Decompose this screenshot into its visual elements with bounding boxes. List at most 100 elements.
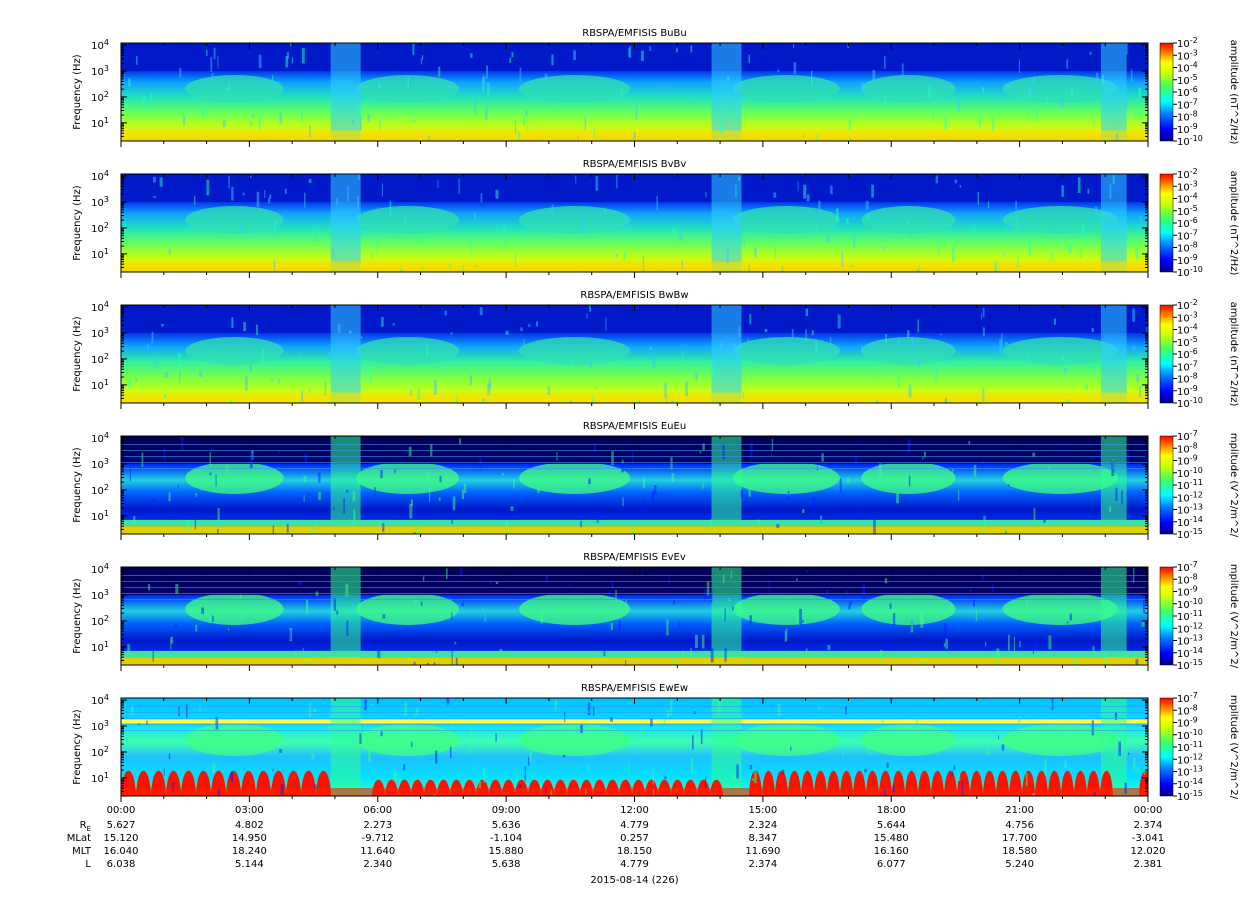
texture-streak (704, 589, 706, 601)
texture-streak (975, 609, 977, 621)
texture-streak (923, 662, 926, 665)
texture-streak (248, 175, 252, 178)
texture-streak (135, 378, 138, 382)
emission-region (1002, 75, 1119, 103)
texture-streak (844, 705, 847, 715)
ephemeris-value: 6.077 (877, 859, 906, 870)
x-tick-label: 09:00 (492, 805, 521, 816)
texture-streak (886, 762, 889, 768)
colorbar-tick-label: 10-13 (1177, 634, 1203, 648)
texture-streak (473, 212, 477, 220)
texture-streak (1139, 215, 1143, 226)
perigee-band (330, 698, 361, 796)
texture-streak (848, 604, 851, 610)
texture-streak (544, 786, 547, 793)
texture-streak (781, 266, 784, 272)
texture-streak (258, 54, 262, 69)
texture-streak (573, 50, 577, 61)
texture-streak (906, 220, 909, 224)
perigee-band (711, 305, 742, 403)
texture-streak (702, 482, 704, 489)
texture-streak (147, 344, 150, 349)
texture-streak (485, 107, 488, 121)
texture-streak (215, 716, 219, 730)
texture-streak (378, 82, 381, 90)
texture-streak (916, 716, 919, 724)
texture-streak (1063, 368, 1067, 373)
texture-streak (692, 98, 694, 107)
texture-streak (847, 44, 849, 49)
texture-streak (1101, 74, 1104, 84)
texture-streak (951, 246, 955, 262)
texture-streak (666, 396, 668, 403)
colorbar-tick-label: 10-6 (1177, 347, 1198, 361)
ephemeris-value: 8.347 (749, 833, 778, 844)
texture-streak (1130, 574, 1133, 583)
texture-streak (248, 627, 251, 631)
texture-streak (164, 372, 168, 379)
texture-streak (480, 193, 483, 203)
texture-streak (666, 619, 669, 636)
texture-streak (883, 246, 886, 251)
texture-streak (379, 119, 381, 131)
texture-streak (691, 735, 694, 750)
ephemeris-value: 5.644 (877, 820, 906, 831)
colorbar-tick-label: 10-7 (1177, 228, 1198, 242)
texture-streak (1048, 635, 1052, 650)
texture-streak (897, 338, 900, 347)
y-tick-label: 102 (91, 90, 109, 104)
texture-streak (569, 400, 573, 403)
texture-streak (881, 717, 884, 724)
texture-streak (1128, 752, 1130, 755)
texture-streak (550, 789, 552, 796)
texture-streak (1051, 252, 1053, 261)
texture-streak (706, 581, 710, 596)
panel-title: RBSPA/EMFISIS BvBv (583, 159, 687, 170)
texture-streak (258, 113, 261, 130)
texture-streak (923, 451, 926, 458)
ephemeris-label: MLat (67, 833, 91, 844)
interference-line (121, 593, 1148, 594)
emission-region (732, 461, 840, 494)
texture-streak (178, 353, 181, 366)
texture-streak (318, 491, 321, 500)
texture-streak (369, 368, 372, 384)
perigee-band (711, 436, 742, 534)
texture-streak (1092, 645, 1095, 651)
texture-streak (377, 648, 381, 659)
texture-streak (973, 464, 977, 477)
emission-region (185, 723, 284, 756)
texture-streak (663, 84, 665, 99)
texture-streak (345, 583, 349, 597)
ephemeris-value: 4.756 (1005, 820, 1034, 831)
texture-streak (337, 324, 341, 334)
texture-streak (999, 225, 1002, 231)
texture-streak (219, 632, 222, 643)
texture-streak (505, 330, 509, 335)
texture-streak (309, 125, 311, 138)
texture-streak (848, 118, 852, 131)
texture-streak (303, 475, 307, 483)
texture-streak (806, 194, 810, 202)
texture-streak (879, 463, 882, 479)
texture-streak (1138, 87, 1142, 98)
texture-streak (1069, 613, 1072, 621)
spectrogram-panel: RBSPA/EMFISIS EuEu Frequency (Hz) 101 102 10… (72, 421, 1239, 541)
y-tick-label: 101 (91, 771, 109, 785)
texture-streak (853, 216, 855, 220)
texture-streak (470, 747, 472, 754)
emission-region (1002, 337, 1119, 365)
texture-streak (231, 317, 234, 328)
texture-streak (291, 57, 294, 64)
texture-streak (199, 370, 203, 377)
texture-streak (1023, 216, 1025, 220)
y-tick-label: 102 (91, 745, 109, 759)
texture-streak (749, 615, 753, 625)
colorbar-tick-label: 10-6 (1177, 85, 1198, 99)
texture-streak (802, 509, 805, 513)
texture-streak (1118, 741, 1122, 756)
texture-streak (1136, 374, 1139, 382)
texture-streak (748, 264, 750, 272)
panel-title: RBSPA/EMFISIS EuEu (583, 421, 686, 432)
texture-streak (272, 768, 274, 772)
